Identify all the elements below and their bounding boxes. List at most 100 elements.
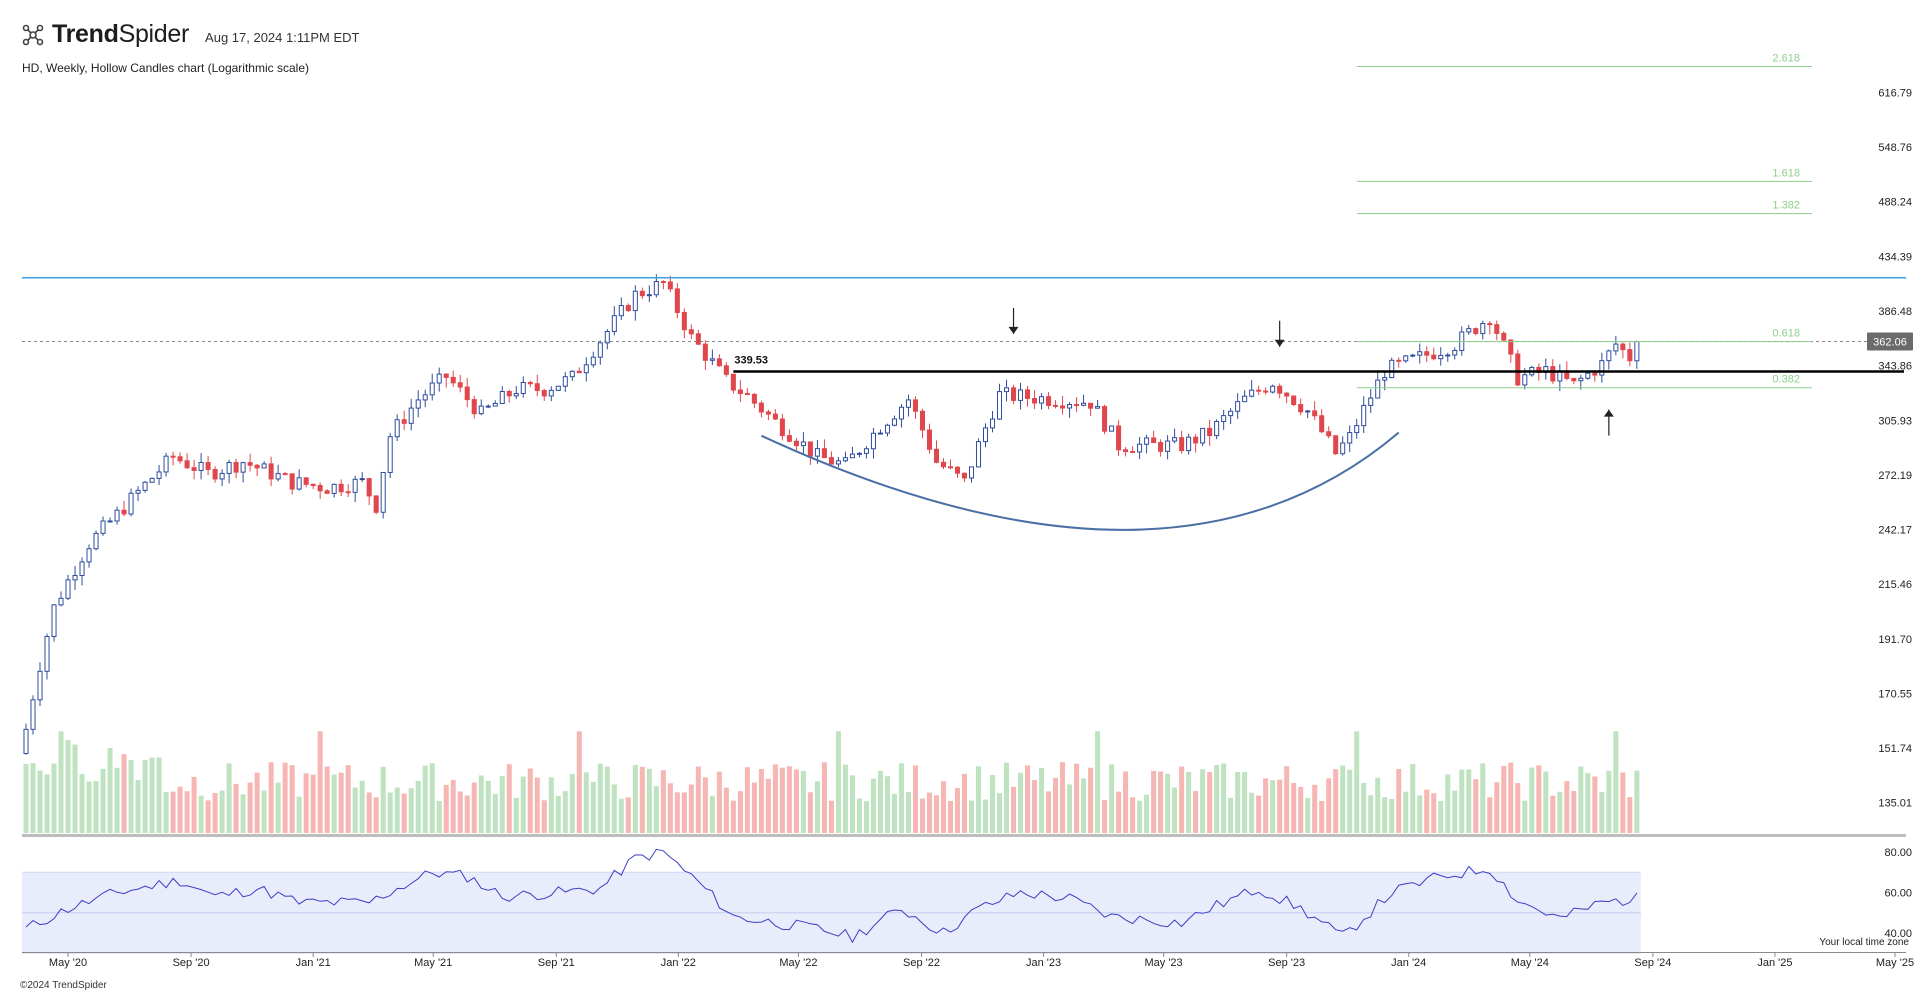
volume-bar	[653, 786, 659, 833]
volume-bar	[254, 772, 260, 833]
volume-bar	[1228, 797, 1234, 833]
candle-body	[625, 305, 631, 312]
candle-body	[1256, 389, 1262, 392]
volume-bar	[632, 764, 638, 833]
candle-body	[520, 381, 526, 395]
volume-bar	[1263, 778, 1269, 833]
volume-bar	[324, 766, 330, 833]
candle-body	[996, 391, 1003, 420]
candle-body	[72, 575, 78, 581]
candle-body	[1200, 427, 1206, 444]
candle-body	[1452, 349, 1458, 356]
candle-body	[422, 394, 428, 401]
candle-body	[1242, 395, 1248, 403]
candle-body	[1382, 377, 1388, 381]
candle-body	[233, 462, 239, 473]
candle-body	[800, 441, 806, 447]
volume-bar	[940, 781, 947, 833]
candle-body	[58, 597, 64, 606]
y-tick-label: 215.46	[1878, 579, 1912, 591]
volume-bar	[1536, 765, 1542, 833]
timezone-label: Your local time zone	[1819, 937, 1909, 948]
y-tick-label: 616.79	[1878, 87, 1912, 99]
candle-body	[1501, 332, 1507, 341]
volume-bar	[1039, 767, 1045, 833]
candle-body	[814, 448, 820, 457]
candle-body	[317, 484, 323, 492]
volume-bar	[765, 778, 771, 833]
volume-bar	[1277, 779, 1283, 833]
candle-body	[1277, 385, 1283, 394]
volume-bar	[1102, 800, 1108, 833]
candle-body	[128, 492, 134, 515]
volume-bar	[555, 795, 561, 833]
candle-body	[807, 441, 813, 457]
candle-body	[877, 432, 883, 435]
volume-bar	[1165, 773, 1171, 833]
volume-bar	[1214, 764, 1220, 833]
volume-bar	[835, 731, 841, 833]
candle-body	[1550, 366, 1556, 382]
volume-bar	[198, 795, 204, 833]
volume-bar	[1305, 798, 1311, 833]
candle-body	[933, 448, 940, 463]
volume-bar	[1284, 766, 1290, 833]
volume-bar	[226, 763, 232, 833]
volume-bar	[800, 771, 806, 833]
fib-level-label: 1.382	[1772, 200, 1800, 212]
volume-bar	[107, 747, 113, 833]
volume-bar	[37, 770, 43, 833]
volume-bar	[877, 770, 883, 833]
candle-body	[758, 402, 764, 413]
annotation-arrow-head	[1008, 326, 1019, 334]
volume-bar	[1060, 762, 1066, 833]
candle-body	[1347, 432, 1353, 444]
volume-bar	[366, 792, 372, 833]
candle-body	[1067, 404, 1073, 409]
volume-bar	[618, 798, 624, 833]
volume-bar	[93, 781, 99, 833]
volume-bar	[975, 766, 982, 833]
candle-body	[1599, 360, 1605, 376]
candle-body	[1417, 351, 1423, 356]
candle-body	[51, 604, 57, 637]
candle-body	[513, 393, 519, 397]
volume-bar	[576, 731, 582, 833]
volume-bar	[191, 776, 197, 833]
candle-body	[1480, 323, 1486, 335]
candle-body	[1270, 385, 1276, 393]
volume-bar	[1193, 791, 1199, 833]
volume-bar	[212, 792, 218, 833]
candle-body	[891, 418, 897, 426]
candle-body	[856, 452, 862, 455]
volume-bar	[1326, 778, 1332, 833]
candle-body	[1074, 404, 1080, 407]
candle-body	[1326, 431, 1332, 437]
volume-bar	[1088, 767, 1094, 833]
volume-bar	[1235, 771, 1241, 833]
volume-bar	[590, 781, 596, 833]
candle-body	[737, 389, 743, 395]
y-tick-label: 548.76	[1878, 142, 1912, 154]
candle-body	[1606, 350, 1612, 362]
volume-bar	[1291, 782, 1297, 833]
x-tick-label: May '20	[49, 957, 87, 969]
volume-bar	[380, 766, 386, 833]
candle-body	[1438, 354, 1444, 360]
brand-header: TrendSpider Aug 17, 2024 1:11PM EDT	[20, 20, 359, 49]
candle-body	[93, 532, 99, 550]
volume-bar	[1389, 798, 1395, 833]
volume-bar	[1109, 764, 1115, 833]
volume-bar	[1347, 769, 1353, 833]
volume-bar	[1578, 766, 1584, 833]
volume-bar	[793, 769, 799, 833]
candle-body	[1130, 451, 1136, 454]
annotation-arrow-head	[1603, 409, 1614, 417]
candle-body	[415, 399, 421, 409]
candle-body	[1291, 395, 1297, 406]
candle-body	[1592, 372, 1598, 376]
candle-body	[1284, 392, 1290, 397]
volume-bar	[1466, 769, 1472, 833]
volume-bar	[695, 766, 701, 833]
